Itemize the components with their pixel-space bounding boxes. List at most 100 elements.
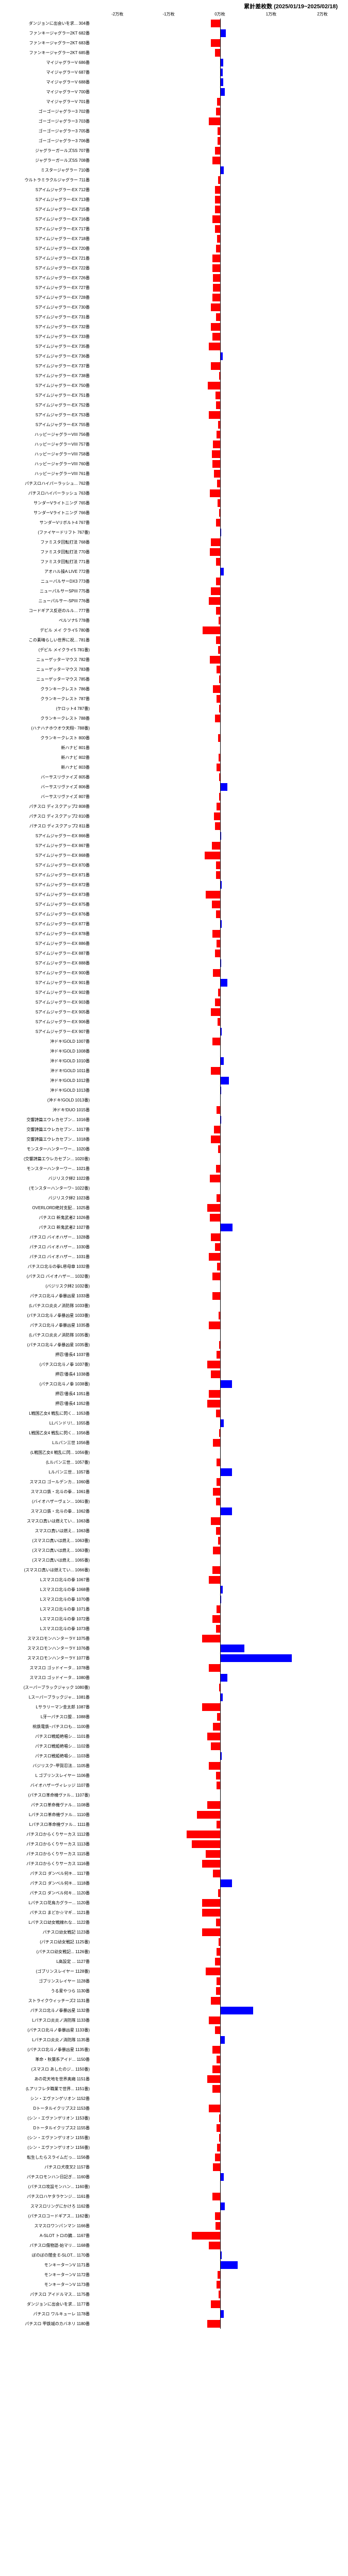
bar-area	[92, 537, 348, 547]
zero-line	[220, 723, 221, 733]
bar	[216, 1165, 220, 1173]
bar-area	[92, 841, 348, 851]
chart-row: パチスロ 新鬼武者2 1026番	[0, 1213, 348, 1223]
zero-line	[220, 1771, 221, 1781]
zero-line	[220, 1761, 221, 1771]
row-label: ニューゲッターマウス 785番	[0, 676, 92, 682]
row-label: パチスロ バイオハザー... 1028番	[0, 1234, 92, 1240]
row-label: Sアイムジャグラー-EX 727番	[0, 285, 92, 291]
bar-area	[92, 312, 348, 322]
bar	[217, 666, 220, 673]
bar	[202, 1860, 220, 1868]
chart-row: ニューゲッターマウス 782番	[0, 655, 348, 665]
bar	[220, 2007, 254, 2014]
chart-row: クランキークレスト 787番	[0, 694, 348, 704]
zero-line	[220, 537, 221, 547]
bar-area	[92, 1154, 348, 1164]
zero-line	[220, 655, 221, 665]
chart-row: (ゴブリンスレイヤー 1128番)	[0, 1967, 348, 1976]
zero-line	[220, 596, 221, 606]
bar-area	[92, 704, 348, 714]
chart-row: サンダーVリボルト4 767番	[0, 518, 348, 528]
zero-line	[220, 841, 221, 851]
chart-row: 押忍!番長4 1051番	[0, 1389, 348, 1399]
zero-line	[220, 978, 221, 988]
chart-row: Sアイムジャグラー-EX 752番	[0, 400, 348, 410]
chart-row: Sアイムジャグラー-EX 736番	[0, 351, 348, 361]
bar	[187, 1831, 220, 1838]
row-label: パチスロハイパーラッシュ... 762番	[0, 481, 92, 486]
chart-row: (Lルパン三世... 1057番)	[0, 1458, 348, 1467]
chart-row: うる星やつら 1130番	[0, 1986, 348, 1996]
bar	[209, 411, 220, 419]
zero-line	[220, 1027, 221, 1037]
bar	[205, 852, 220, 859]
zero-line	[220, 1360, 221, 1369]
chart-row: パチスロ北斗の拳L慈母章 1032番	[0, 1262, 348, 1272]
x-tick-label: 0万枚	[214, 11, 225, 17]
row-label: スマスロワンパンマン 1166番	[0, 2223, 92, 2229]
bar-area	[92, 1281, 348, 1291]
chart-row: Sアイムジャグラー-EX 715番	[0, 205, 348, 214]
row-label: バーサスリヴァイズ 805番	[0, 774, 92, 780]
chart-row: Lスマスロ北斗の拳 1072番	[0, 1614, 348, 1624]
zero-line	[220, 1134, 221, 1144]
zero-line	[220, 1458, 221, 1467]
chart-row: パチスロからくりサーカス 1115番	[0, 1849, 348, 1859]
bar	[215, 715, 220, 722]
row-label: Sアイムジャグラー-EX 872番	[0, 882, 92, 888]
chart-row: Lスマスロ北斗の拳 1073番	[0, 1624, 348, 1634]
bar-area	[92, 1702, 348, 1712]
chart-row: (シン・エヴァンゲリオン 1153番)	[0, 2113, 348, 2123]
bar-area	[92, 77, 348, 87]
zero-line	[220, 391, 221, 400]
bar-area	[92, 684, 348, 694]
chart-row: (スーパーブラックジャック 1080番)	[0, 1683, 348, 1692]
bar	[207, 2075, 220, 2083]
zero-line	[220, 1673, 221, 1683]
chart-row: LLバンドリ!... 1055番	[0, 1418, 348, 1428]
zero-line	[220, 586, 221, 596]
chart-row: Sアイムジャグラー-EX 905番	[0, 1007, 348, 1017]
bar-area	[92, 870, 348, 880]
row-label: Dトータルイクリプス2 1155番	[0, 2125, 92, 2131]
bar-area	[92, 2192, 348, 2201]
bar	[214, 812, 220, 820]
bar	[212, 2085, 220, 2093]
bar-area	[92, 1409, 348, 1418]
zero-line	[220, 2015, 221, 2025]
zero-line	[220, 48, 221, 58]
zero-line	[220, 224, 221, 234]
bar-area	[92, 1086, 348, 1095]
bar-area	[92, 1810, 348, 1820]
zero-line	[220, 1477, 221, 1487]
bar-area	[92, 48, 348, 58]
zero-line	[220, 1154, 221, 1164]
bar-area	[92, 1350, 348, 1360]
chart-row: Sアイムジャグラー-EX 900番	[0, 968, 348, 978]
row-label: (ケロット4 787番)	[0, 706, 92, 711]
zero-line	[220, 1350, 221, 1360]
chart-row: (パチスロ幼女戦記 1125番)	[0, 1937, 348, 1947]
row-label: モンスターハンターワー... 1020番	[0, 1146, 92, 1152]
chart-row: スマスロモンハンターラY 1076番	[0, 1643, 348, 1653]
chart-row: ペルソナ5 778番	[0, 616, 348, 625]
row-label: Sアイムジャグラー-EX 737番	[0, 363, 92, 369]
bar-area	[92, 1624, 348, 1634]
chart-row: ゴーゴージャグラー3 706番	[0, 136, 348, 146]
bar	[207, 1204, 220, 1212]
bar-area	[92, 2250, 348, 2260]
row-label: クランキークレスト 800番	[0, 735, 92, 741]
chart-row: ダンジョンに出会いを求... 304番	[0, 19, 348, 28]
chart-row: (ファイヤードリフト 767番)	[0, 528, 348, 537]
zero-line	[220, 694, 221, 704]
chart-row: ファミスタ回転打法 771番	[0, 557, 348, 567]
row-label: Sアイムジャグラー-EX 738番	[0, 373, 92, 379]
chart-row: Sアイムジャグラー-EX 751番	[0, 391, 348, 400]
bar-area	[92, 1869, 348, 1878]
bar	[220, 1057, 224, 1065]
chart-row: Sアイムジャグラー-EX 712番	[0, 185, 348, 195]
x-tick-label: 1万枚	[266, 11, 276, 17]
bar	[213, 1488, 220, 1496]
chart-row: スマスロ真いは燃え... 1063番	[0, 1526, 348, 1536]
